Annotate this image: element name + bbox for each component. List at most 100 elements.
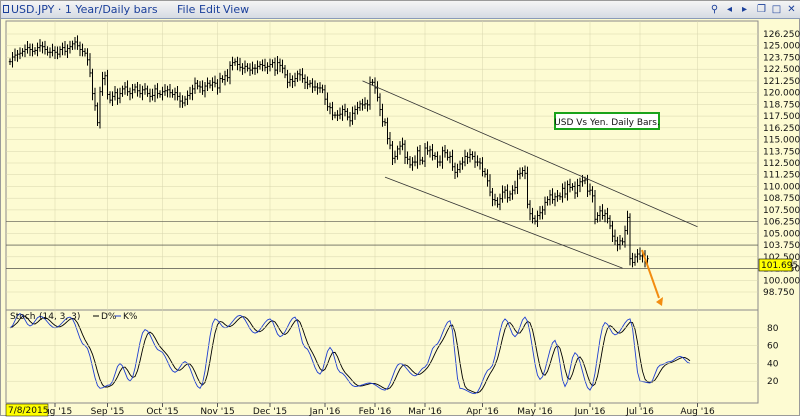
price-bar xyxy=(303,74,307,89)
price-bar xyxy=(601,204,604,220)
price-bar xyxy=(43,40,47,55)
y-tick-label: 125.000 xyxy=(763,42,800,52)
menu-view[interactable]: View xyxy=(223,3,250,16)
price-bar xyxy=(81,43,84,57)
price-bar xyxy=(576,178,579,198)
price-bar xyxy=(96,102,99,126)
y-tick-label: 108.750 xyxy=(763,194,800,204)
price-bar xyxy=(538,206,542,220)
price-bar xyxy=(356,101,359,115)
price-bar xyxy=(321,84,324,94)
price-bar xyxy=(521,167,524,177)
price-bar xyxy=(196,79,199,90)
price-bar xyxy=(278,58,282,73)
x-tick-label: Oct '15 xyxy=(146,407,178,417)
y-tick-label: 126.250 xyxy=(763,30,800,40)
price-bar xyxy=(388,131,392,150)
price-bar xyxy=(518,167,522,180)
price-bar xyxy=(53,46,57,59)
price-bar xyxy=(338,107,342,120)
y-tick-label: 107.500 xyxy=(763,206,800,216)
price-bar xyxy=(66,44,69,59)
price-bar xyxy=(198,81,202,93)
menu-edit[interactable]: Edit xyxy=(199,3,221,16)
maximize-icon[interactable]: □ xyxy=(771,4,782,15)
price-bar xyxy=(383,118,387,126)
link-icon[interactable]: ⚲ xyxy=(710,4,719,15)
price-bar xyxy=(486,169,489,187)
price-bar xyxy=(503,186,507,199)
close-icon[interactable]: ✕ xyxy=(787,4,796,15)
window-titlebar: USD.JPY · 1 Year/Daily bars File Edit Vi… xyxy=(1,1,800,19)
price-bar xyxy=(158,90,162,98)
price-bar xyxy=(516,170,519,195)
price-bar xyxy=(456,163,459,178)
x-tick-label: Jul '16 xyxy=(625,407,654,417)
price-bar xyxy=(238,57,242,72)
price-bar xyxy=(211,77,214,91)
y-tick-label: 105.000 xyxy=(763,229,800,239)
x-tick-label: Dec '15 xyxy=(253,407,287,417)
restore-icon[interactable]: ❐ xyxy=(757,4,766,15)
x-tick-label: Apr '16 xyxy=(466,407,499,417)
price-bar xyxy=(313,80,317,92)
price-bar xyxy=(263,58,267,72)
price-bar xyxy=(566,180,569,201)
price-bar xyxy=(478,157,482,170)
price-bar xyxy=(473,151,477,168)
price-bar xyxy=(38,39,42,52)
x-tick-label: Jan '16 xyxy=(309,407,341,417)
price-bar xyxy=(161,86,164,101)
price-bar xyxy=(416,146,419,169)
x-tick-label: May '16 xyxy=(517,407,553,417)
price-bar xyxy=(311,78,314,93)
legend-d-label: D% xyxy=(101,312,117,322)
price-bar xyxy=(578,177,582,193)
price-bar xyxy=(21,48,24,57)
price-bar xyxy=(223,70,227,86)
price-bar xyxy=(353,105,357,120)
price-bar xyxy=(183,95,187,107)
price-bar xyxy=(363,97,367,109)
price-bar xyxy=(443,144,447,158)
y-tick-label: 113.750 xyxy=(763,147,800,157)
price-bar xyxy=(426,141,429,155)
y-tick-label: 112.500 xyxy=(763,159,800,169)
price-bar xyxy=(496,197,499,208)
price-bar xyxy=(591,186,594,203)
price-bar xyxy=(461,157,464,170)
price-bar xyxy=(181,95,184,108)
price-bar xyxy=(598,205,602,222)
price-bar xyxy=(358,100,362,111)
price-bar xyxy=(446,149,449,161)
price-bar xyxy=(31,43,34,57)
x-tick-label: Jun '16 xyxy=(574,407,606,417)
stoch-tick-label: 80 xyxy=(767,324,779,334)
price-bar xyxy=(33,47,37,55)
price-bar xyxy=(533,215,537,225)
price-bar xyxy=(638,247,642,261)
annotation-text: USD Vs Yen. Daily Bars. xyxy=(554,118,660,128)
back-icon[interactable]: ◂ xyxy=(726,4,733,15)
price-bar xyxy=(243,60,247,74)
price-bar xyxy=(571,183,574,191)
x-tick-label: Mar '16 xyxy=(408,407,442,417)
price-bar xyxy=(406,151,409,165)
trend-channel xyxy=(362,80,698,269)
price-bar xyxy=(133,83,137,94)
price-bar xyxy=(323,84,327,106)
price-bar xyxy=(291,75,294,89)
price-bar xyxy=(401,137,404,151)
price-bar xyxy=(71,40,74,50)
stoch-label: Stoch xyxy=(10,312,35,322)
price-bar xyxy=(368,76,372,110)
price-bar xyxy=(531,207,534,224)
price-bar xyxy=(463,149,467,167)
price-bar xyxy=(51,43,54,57)
forward-icon[interactable]: ▸ xyxy=(741,4,748,15)
price-bar xyxy=(421,156,424,165)
price-bar xyxy=(498,193,502,211)
menu-file[interactable]: File xyxy=(177,3,196,16)
